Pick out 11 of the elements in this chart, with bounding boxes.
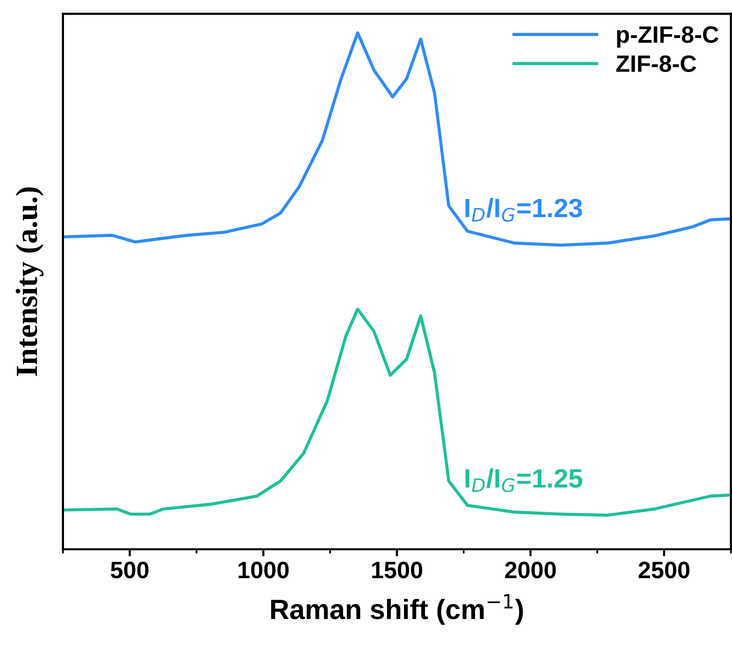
x-tick-label: 1500 — [372, 562, 422, 578]
legend-label: ZIF-8-C — [616, 55, 696, 72]
legend-label: p-ZIF-8-C — [617, 26, 718, 48]
x-axis-title: Raman shift (cm$^{−1}$) — [271, 594, 523, 625]
x-tick-label: 2500 — [638, 562, 690, 578]
x-tick-label: 1000 — [238, 562, 289, 578]
y-axis-title: Intensity (a.u.) — [16, 187, 44, 376]
annotation: I$_{D}$/I$_{G}$=1.23 — [465, 198, 582, 222]
x-tick-label: 500 — [110, 562, 148, 578]
annotation: I$_{D}$/I$_{G}$=1.25 — [465, 468, 582, 492]
x-tick-label: 2000 — [505, 562, 556, 578]
